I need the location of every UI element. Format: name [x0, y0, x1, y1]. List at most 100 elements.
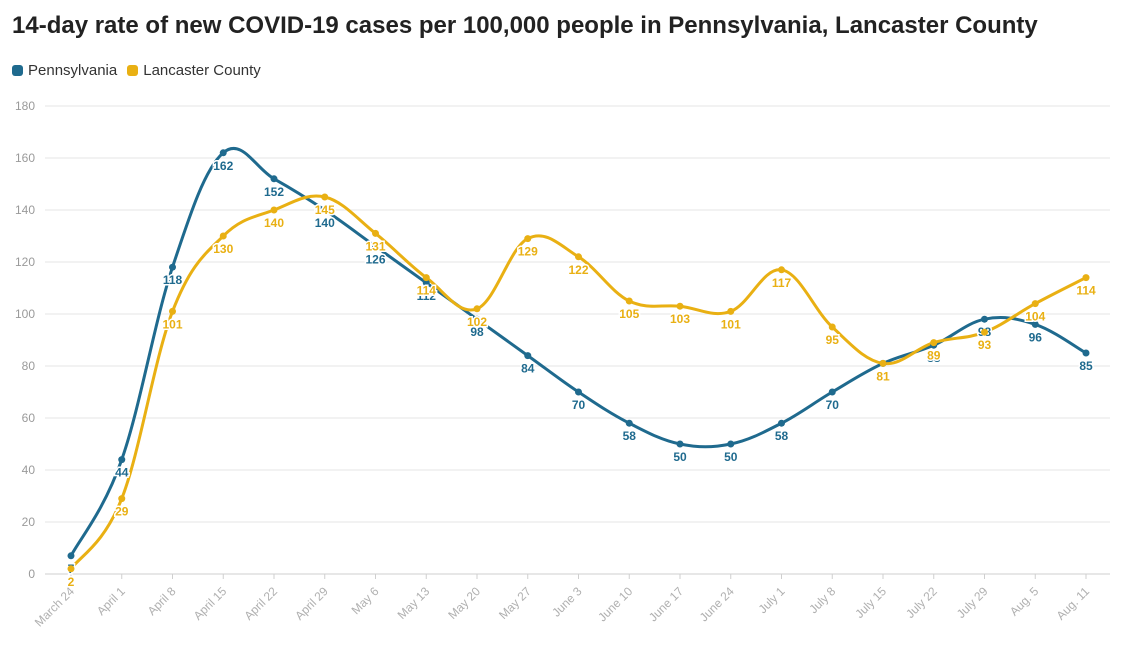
data-point-pennsylvania	[828, 388, 836, 396]
legend-item-lancaster-county[interactable]: Lancaster County	[127, 62, 261, 79]
data-point-pennsylvania	[625, 419, 633, 427]
data-point-lancaster-county	[169, 307, 176, 315]
data-point-lancaster-county	[372, 229, 379, 237]
data-point-pennsylvania	[575, 388, 582, 396]
data-point-lancaster-county	[422, 274, 430, 282]
x-tick-label: July 29	[954, 584, 991, 621]
data-label-lancaster-county: 29	[115, 505, 129, 519]
data-label-pennsylvania: 81	[876, 369, 890, 383]
data-point-pennsylvania	[67, 552, 75, 560]
data-label-pennsylvania: 84	[521, 362, 535, 376]
x-tick-label: June 3	[549, 584, 585, 620]
x-tick-label: June 17	[646, 584, 686, 624]
y-tick-label: 20	[22, 515, 36, 529]
data-point-pennsylvania	[524, 352, 532, 360]
data-label-lancaster-county: 130	[213, 242, 233, 256]
data-label-pennsylvania: 126	[365, 252, 385, 266]
data-label-pennsylvania: 70	[826, 398, 840, 412]
data-label-pennsylvania: 50	[673, 450, 687, 464]
data-point-lancaster-county	[676, 302, 684, 310]
data-label-lancaster-county: 105	[619, 307, 639, 321]
x-tick-label: May 6	[349, 584, 382, 617]
data-label-pennsylvania: 58	[775, 429, 789, 443]
data-point-pennsylvania	[981, 315, 988, 323]
chart-title: 14-day rate of new COVID-19 cases per 10…	[12, 12, 1038, 39]
y-tick-label: 40	[22, 463, 36, 477]
data-label-pennsylvania: 112	[417, 289, 437, 303]
data-label-lancaster-county: 81	[876, 369, 890, 383]
y-tick-label: 160	[15, 151, 35, 165]
legend: Pennsylvania Lancaster County	[12, 62, 271, 79]
legend-item-pennsylvania[interactable]: Pennsylvania	[12, 62, 117, 79]
x-tick-label: July 15	[852, 584, 889, 621]
data-point-pennsylvania	[1082, 349, 1090, 357]
data-point-pennsylvania	[778, 419, 785, 427]
data-label-lancaster-county: 129	[518, 245, 538, 259]
x-tick-label: May 20	[445, 584, 483, 622]
data-label-lancaster-county: 102	[467, 315, 487, 329]
data-point-pennsylvania	[270, 175, 278, 183]
x-tick-label: April 22	[241, 584, 280, 623]
data-point-lancaster-county	[625, 297, 633, 305]
x-tick-label: July 1	[756, 584, 788, 616]
x-tick-label: July 8	[806, 584, 838, 616]
data-point-lancaster-county	[1082, 274, 1090, 282]
series-line-lancaster-county	[69, 194, 1087, 570]
data-label-pennsylvania: 98	[470, 325, 484, 339]
data-label-lancaster-county: 101	[721, 317, 741, 331]
data-point-lancaster-county	[930, 339, 938, 347]
data-point-pennsylvania	[169, 263, 176, 271]
data-point-lancaster-county	[67, 565, 75, 573]
data-point-lancaster-county	[981, 328, 988, 336]
data-label-pennsylvania: 70	[572, 398, 586, 412]
data-label-lancaster-county: 117	[772, 276, 792, 290]
data-point-lancaster-county	[879, 359, 887, 367]
data-point-pennsylvania	[676, 440, 684, 448]
x-tick-label: July 22	[903, 584, 940, 621]
x-tick-label: May 13	[395, 584, 433, 622]
data-point-pennsylvania	[372, 242, 379, 250]
data-point-lancaster-county	[270, 206, 278, 214]
y-tick-label: 60	[22, 411, 36, 425]
x-tick-label: May 27	[496, 584, 534, 622]
data-point-pennsylvania	[219, 149, 227, 157]
data-label-lancaster-county: 103	[670, 312, 690, 326]
y-tick-label: 0	[28, 567, 35, 581]
data-label-lancaster-county: 114	[417, 284, 437, 298]
data-label-lancaster-county: 101	[162, 317, 182, 331]
data-point-lancaster-county	[778, 266, 785, 274]
data-point-pennsylvania	[422, 279, 430, 287]
data-label-lancaster-county: 104	[1025, 310, 1045, 324]
data-point-lancaster-county	[118, 495, 126, 503]
data-label-pennsylvania: 140	[315, 216, 335, 230]
x-tick-label: April 29	[292, 584, 331, 623]
data-label-pennsylvania: 118	[163, 273, 183, 287]
x-tick-label: June 24	[697, 584, 737, 624]
data-label-lancaster-county: 114	[1076, 284, 1096, 298]
data-point-pennsylvania	[1031, 320, 1039, 328]
data-point-lancaster-county	[727, 307, 735, 315]
data-label-pennsylvania: 44	[115, 466, 129, 480]
x-tick-label: April 8	[145, 584, 179, 618]
data-label-lancaster-county: 93	[978, 338, 992, 352]
data-point-pennsylvania	[473, 315, 481, 323]
legend-swatch-lancaster-county	[127, 65, 139, 76]
y-tick-label: 80	[22, 359, 36, 373]
data-label-lancaster-county: 89	[927, 349, 941, 363]
x-tick-label: April 15	[191, 584, 230, 623]
y-tick-label: 140	[15, 203, 35, 217]
data-point-lancaster-county	[524, 235, 532, 243]
data-label-pennsylvania: 85	[1079, 359, 1093, 373]
data-point-lancaster-county	[219, 232, 227, 240]
data-point-pennsylvania	[727, 440, 735, 448]
y-tick-label: 100	[15, 307, 35, 321]
data-label-lancaster-county: 131	[365, 239, 385, 253]
data-label-lancaster-county: 2	[68, 575, 75, 589]
y-tick-label: 180	[15, 99, 35, 113]
data-point-lancaster-county	[473, 305, 481, 313]
data-label-pennsylvania: 162	[213, 159, 233, 173]
data-point-lancaster-county	[828, 323, 836, 331]
data-label-pennsylvania: 96	[1029, 330, 1043, 344]
